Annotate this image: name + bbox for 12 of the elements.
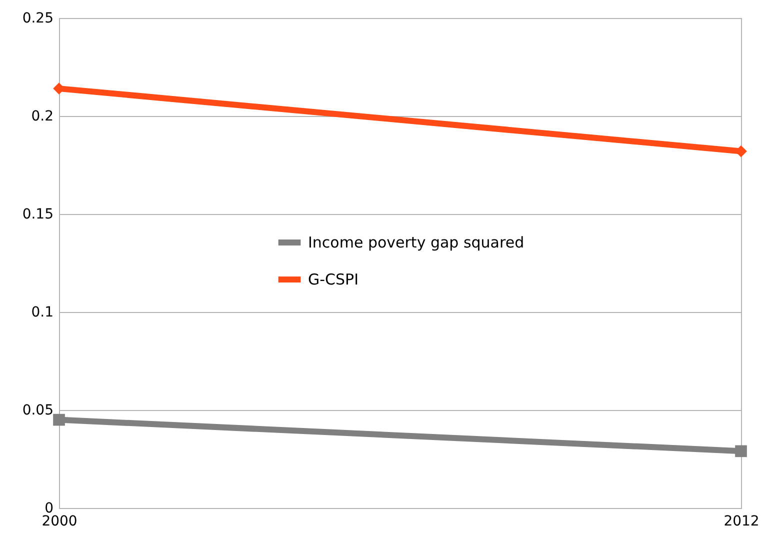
legend-label: G-CSPI xyxy=(308,270,359,288)
point xyxy=(53,414,65,426)
x-tick-label: 2012 xyxy=(724,514,760,530)
y-tick-label: 0.25 xyxy=(22,10,54,26)
y-tick-label: 0.15 xyxy=(22,206,54,222)
point xyxy=(735,445,747,458)
y-tick-label: 0.1 xyxy=(31,304,54,320)
legend-label: Income poverty gap squared xyxy=(308,234,524,252)
y-tick-label: 0 xyxy=(44,500,54,516)
y-tick-label: 0.2 xyxy=(31,108,54,124)
x-tick-label: 2000 xyxy=(42,514,78,530)
y-tick-label: 0.05 xyxy=(22,402,54,418)
